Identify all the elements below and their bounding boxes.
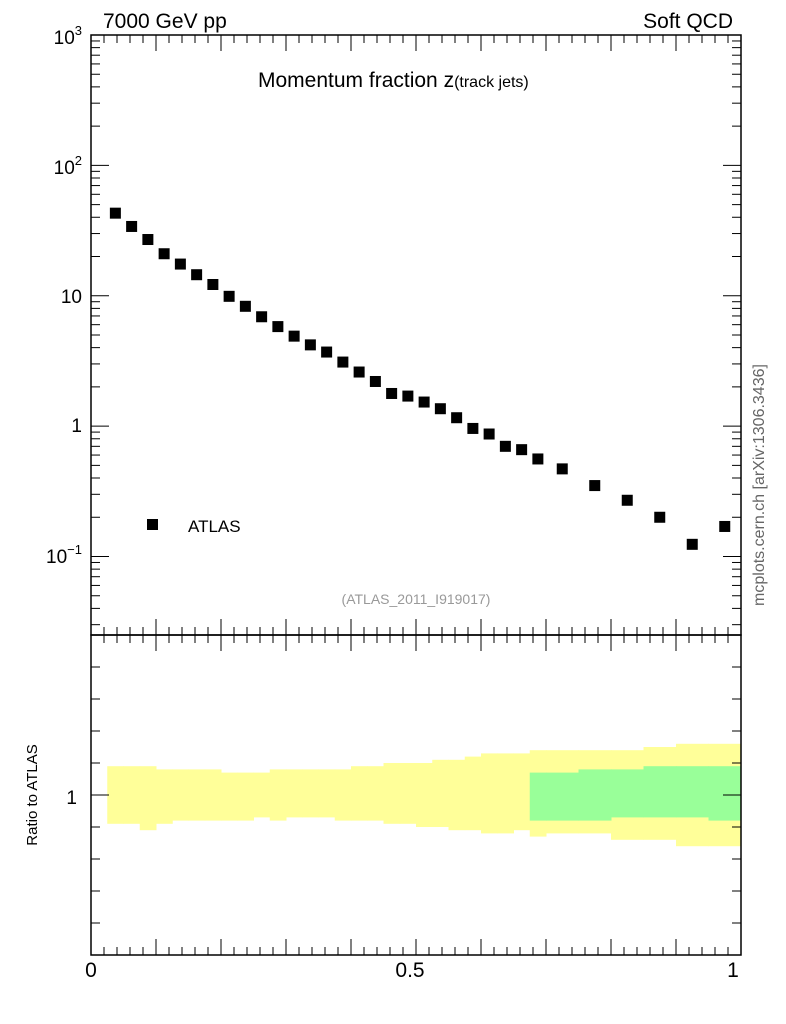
total-uncertainty-band bbox=[123, 766, 141, 824]
lower-frame bbox=[90, 634, 742, 956]
data-point bbox=[321, 346, 333, 358]
data-point bbox=[386, 387, 398, 399]
y-tick-label-100-exp: 2 bbox=[75, 153, 82, 168]
total-uncertainty-band bbox=[221, 772, 238, 821]
data-point bbox=[304, 339, 316, 351]
x-tick-label-0: 0 bbox=[85, 959, 97, 982]
data-point bbox=[223, 290, 235, 302]
x-tick-label-0.5: 0.5 bbox=[395, 959, 424, 982]
total-uncertainty-band bbox=[139, 766, 157, 831]
chart-title-main: Momentum fraction bbox=[258, 69, 444, 92]
data-point bbox=[451, 412, 463, 424]
y-tick-label-100-base: 10 bbox=[54, 158, 75, 179]
x-tick-label-1: 1 bbox=[727, 959, 739, 982]
data-point bbox=[369, 375, 381, 387]
y-tick-label-1: 1 bbox=[71, 416, 82, 437]
data-point bbox=[654, 511, 666, 523]
data-point bbox=[532, 453, 544, 465]
stat-uncertainty-band bbox=[643, 766, 677, 818]
total-uncertainty-band bbox=[302, 769, 319, 818]
y-tick-label-10: 10 bbox=[61, 287, 82, 308]
upper-axis-ticks bbox=[90, 34, 742, 635]
data-point bbox=[418, 396, 430, 408]
data-point bbox=[402, 390, 414, 402]
y-tick-label-0.1-base: 10 bbox=[46, 547, 67, 568]
data-point bbox=[126, 220, 138, 232]
data-point bbox=[288, 330, 300, 342]
data-point bbox=[719, 520, 731, 532]
data-point bbox=[239, 300, 251, 312]
data-point bbox=[353, 366, 365, 378]
ratio-y-label: Ratio to ATLAS bbox=[24, 744, 41, 845]
chart-title: Momentum fraction z(track jets) bbox=[258, 69, 529, 92]
data-point bbox=[158, 248, 170, 260]
stat-uncertainty-band bbox=[529, 772, 547, 821]
y-tick-label-0.1-exp: −1 bbox=[67, 542, 82, 557]
total-uncertainty-band bbox=[156, 769, 173, 824]
data-point bbox=[483, 428, 495, 440]
analysis-tag: (ATLAS_2011_I919017) bbox=[342, 591, 491, 607]
total-uncertainty-band bbox=[334, 769, 352, 821]
upper-frame bbox=[90, 34, 742, 636]
data-point bbox=[686, 538, 698, 550]
total-uncertainty-band bbox=[269, 769, 287, 821]
data-markers bbox=[109, 207, 731, 550]
total-uncertainty-band bbox=[383, 763, 401, 824]
ratio-bands bbox=[107, 743, 742, 847]
data-point bbox=[516, 444, 528, 456]
data-point bbox=[142, 234, 154, 246]
total-uncertainty-band bbox=[497, 753, 514, 834]
data-point bbox=[589, 480, 601, 492]
total-uncertainty-band bbox=[204, 769, 222, 821]
chart-title-sub: (track jets) bbox=[454, 74, 529, 91]
total-uncertainty-band bbox=[318, 769, 336, 818]
header-left-label: 7000 GeV pp bbox=[103, 10, 227, 33]
legend-label: ATLAS bbox=[188, 517, 241, 536]
total-uncertainty-band bbox=[237, 772, 254, 821]
y-tick-label-1000-exp: 3 bbox=[75, 23, 82, 38]
side-label: mcplots.cern.ch [arXiv:1306.3436] bbox=[751, 364, 768, 606]
total-uncertainty-band bbox=[286, 769, 303, 818]
stat-uncertainty-band bbox=[611, 769, 644, 818]
stat-uncertainty-band bbox=[676, 766, 709, 818]
data-point bbox=[272, 321, 284, 333]
data-point bbox=[191, 269, 203, 281]
total-uncertainty-band bbox=[513, 753, 531, 831]
total-uncertainty-band bbox=[432, 759, 449, 827]
total-uncertainty-band bbox=[351, 766, 368, 821]
header-right-label: Soft QCD bbox=[643, 10, 733, 33]
data-point bbox=[207, 278, 219, 290]
data-point bbox=[499, 440, 511, 452]
chart-title-z: z bbox=[444, 69, 455, 92]
data-point bbox=[621, 494, 633, 506]
total-uncertainty-band bbox=[253, 772, 271, 818]
total-uncertainty-band bbox=[188, 769, 206, 821]
total-uncertainty-band bbox=[448, 759, 466, 831]
total-uncertainty-band bbox=[367, 766, 384, 821]
total-uncertainty-band bbox=[464, 756, 482, 831]
total-uncertainty-band bbox=[172, 769, 189, 821]
data-point bbox=[256, 311, 268, 323]
data-point bbox=[467, 422, 479, 434]
stat-uncertainty-band bbox=[708, 766, 742, 821]
y-tick-label-1000: 103 bbox=[54, 23, 82, 49]
data-point bbox=[174, 258, 186, 270]
y-tick-label-100: 102 bbox=[54, 153, 82, 179]
total-uncertainty-band bbox=[481, 753, 498, 834]
total-uncertainty-band bbox=[399, 763, 417, 824]
legend-marker bbox=[147, 519, 158, 530]
data-point bbox=[337, 356, 349, 368]
y-tick-label-1000-base: 10 bbox=[54, 28, 75, 49]
ratio-y-tick-label: 1 bbox=[66, 788, 77, 809]
data-point bbox=[556, 463, 568, 475]
stat-uncertainty-band bbox=[578, 769, 612, 821]
data-point bbox=[109, 207, 121, 219]
data-point bbox=[434, 403, 446, 415]
stat-uncertainty-band bbox=[546, 772, 579, 821]
y-tick-label-0.1: 10−1 bbox=[46, 542, 82, 568]
total-uncertainty-band bbox=[107, 766, 124, 824]
total-uncertainty-band bbox=[416, 763, 433, 827]
